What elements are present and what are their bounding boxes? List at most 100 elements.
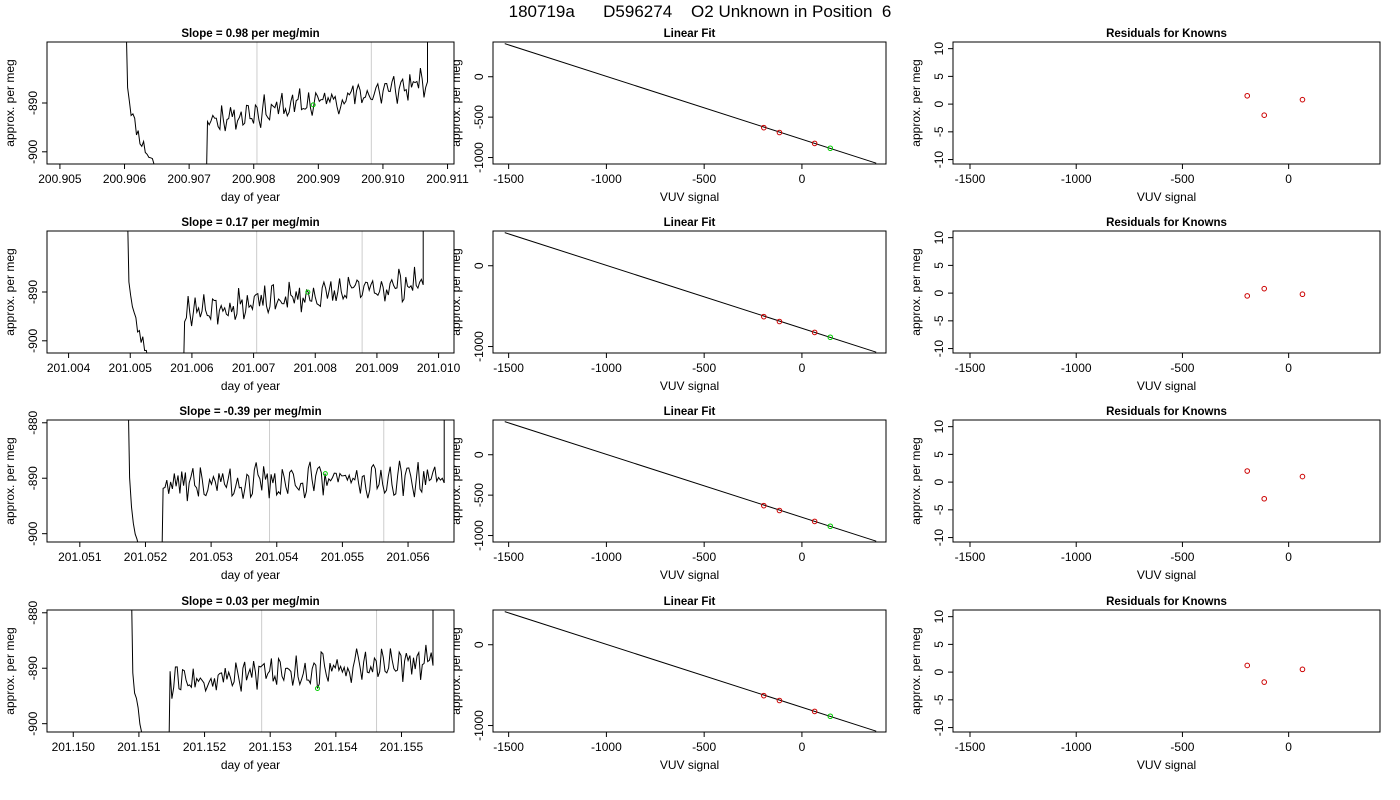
x-tick-label: -1000 — [1061, 361, 1092, 375]
x-axis-label: day of year — [221, 379, 280, 393]
plot-frame — [952, 419, 1381, 543]
plot-frame — [46, 41, 455, 165]
x-axis-label: VUV signal — [660, 568, 719, 582]
unknown-point — [827, 145, 834, 152]
y-axis-label: approx. per meg — [449, 437, 463, 524]
x-tick-label: 0 — [1285, 172, 1292, 186]
y-tick-label: 0 — [932, 100, 946, 107]
known-point — [776, 507, 783, 514]
y-tick-label: 5 — [932, 451, 946, 458]
y-axis-label: approx. per meg — [3, 627, 17, 714]
panel: Slope = 0.98 per meg/min day of year appro… — [3, 28, 469, 204]
y-tick-label: 0 — [472, 641, 486, 648]
x-tick-label: 201.008 — [294, 361, 338, 375]
panel-title: Residuals for Knowns — [1106, 28, 1227, 40]
x-tick-label: 201.153 — [248, 740, 292, 754]
panel: Residuals for Knowns VUV signal approx. pe… — [909, 217, 1381, 393]
panel-title: Linear Fit — [664, 596, 716, 608]
y-axis-label: approx. per meg — [449, 59, 463, 146]
y-tick-label: 5 — [932, 641, 946, 648]
known-point — [760, 124, 767, 131]
x-tick-label: 201.150 — [52, 740, 96, 754]
y-tick-label: -890 — [26, 280, 40, 304]
unknown-point — [322, 471, 328, 477]
y-tick-label: -10 — [932, 719, 946, 737]
x-tick-label: 200.911 — [426, 172, 469, 186]
unknown-point — [314, 685, 320, 691]
plot-area — [504, 43, 877, 164]
y-axis-label: approx. per meg — [909, 248, 923, 335]
known-point — [1261, 112, 1268, 118]
plot-frame — [46, 230, 455, 354]
known-point — [776, 129, 783, 136]
x-tick-label: -1000 — [1061, 550, 1092, 564]
fit-line — [504, 611, 877, 732]
y-tick-label: -880 — [26, 410, 40, 434]
plot-frame — [952, 230, 1381, 354]
x-tick-label: -1000 — [1061, 740, 1092, 754]
x-tick-label: -1500 — [493, 550, 524, 564]
known-point — [1261, 495, 1268, 502]
unknown-point — [310, 102, 316, 108]
plot-area — [504, 232, 877, 353]
plot-area — [131, 610, 434, 732]
panel-title: Slope = 0.03 per meg/min — [181, 596, 319, 608]
x-tick-label: -500 — [1170, 361, 1194, 375]
x-tick-label: 200.910 — [361, 172, 405, 186]
x-tick-label: 201.155 — [380, 740, 424, 754]
y-tick-label: 0 — [472, 262, 486, 269]
plot-frame — [952, 609, 1381, 733]
x-tick-label: 201.154 — [314, 740, 358, 754]
x-tick-label: -1500 — [955, 361, 986, 375]
x-tick-label: -500 — [1170, 550, 1194, 564]
x-tick-label: 0 — [799, 550, 806, 564]
x-tick-label: -1000 — [591, 550, 622, 564]
y-tick-label: 0 — [472, 73, 486, 80]
plot-area — [1244, 285, 1306, 299]
y-axis-label: approx. per meg — [449, 248, 463, 335]
x-axis-label: VUV signal — [1137, 190, 1196, 204]
x-axis-label: day of year — [221, 568, 280, 582]
y-axis-label: approx. per meg — [449, 627, 463, 714]
x-tick-label: 200.909 — [297, 172, 341, 186]
y-axis-label: approx. per meg — [909, 59, 923, 146]
x-tick-label: 0 — [799, 740, 806, 754]
x-tick-label: -1000 — [591, 172, 622, 186]
panel: Linear Fit VUV signal approx. per meg -1500… — [449, 406, 887, 582]
x-tick-label: -1500 — [493, 740, 524, 754]
known-point — [760, 313, 767, 320]
unknown-point — [827, 334, 834, 341]
x-axis-label: VUV signal — [660, 190, 719, 204]
y-tick-label: -1000 — [472, 520, 486, 551]
x-tick-label: -1500 — [955, 740, 986, 754]
panel: Slope = -0.39 per meg/min day of year appr… — [3, 406, 455, 582]
x-tick-label: -1500 — [955, 172, 986, 186]
panel-title: Slope = -0.39 per meg/min — [179, 406, 321, 418]
unknown-point — [305, 289, 311, 295]
y-tick-label: -10 — [932, 151, 946, 169]
y-tick-label: -890 — [26, 91, 40, 115]
y-tick-label: -5 — [932, 694, 946, 705]
x-axis-label: VUV signal — [660, 379, 719, 393]
x-tick-label: -1500 — [493, 361, 524, 375]
plot-area — [504, 421, 877, 542]
y-tick-label: 10 — [932, 420, 946, 434]
x-tick-label: 201.005 — [109, 361, 153, 375]
x-tick-label: 201.152 — [183, 740, 227, 754]
known-point — [1299, 666, 1306, 673]
y-tick-label: -5 — [932, 315, 946, 326]
x-tick-label: 201.056 — [386, 550, 430, 564]
y-tick-label: -900 — [26, 711, 40, 735]
known-point — [1261, 679, 1268, 685]
y-axis-label: approx. per meg — [909, 437, 923, 524]
plot-frame — [46, 419, 455, 543]
unknown-point — [827, 713, 834, 720]
x-tick-label: 201.055 — [321, 550, 365, 564]
x-tick-label: 0 — [799, 361, 806, 375]
panel: Residuals for Knowns VUV signal approx. pe… — [909, 596, 1381, 772]
x-tick-label: -500 — [1170, 740, 1194, 754]
panel-title: Residuals for Knowns — [1106, 596, 1227, 608]
y-tick-label: 0 — [932, 478, 946, 485]
known-point — [1261, 285, 1268, 292]
